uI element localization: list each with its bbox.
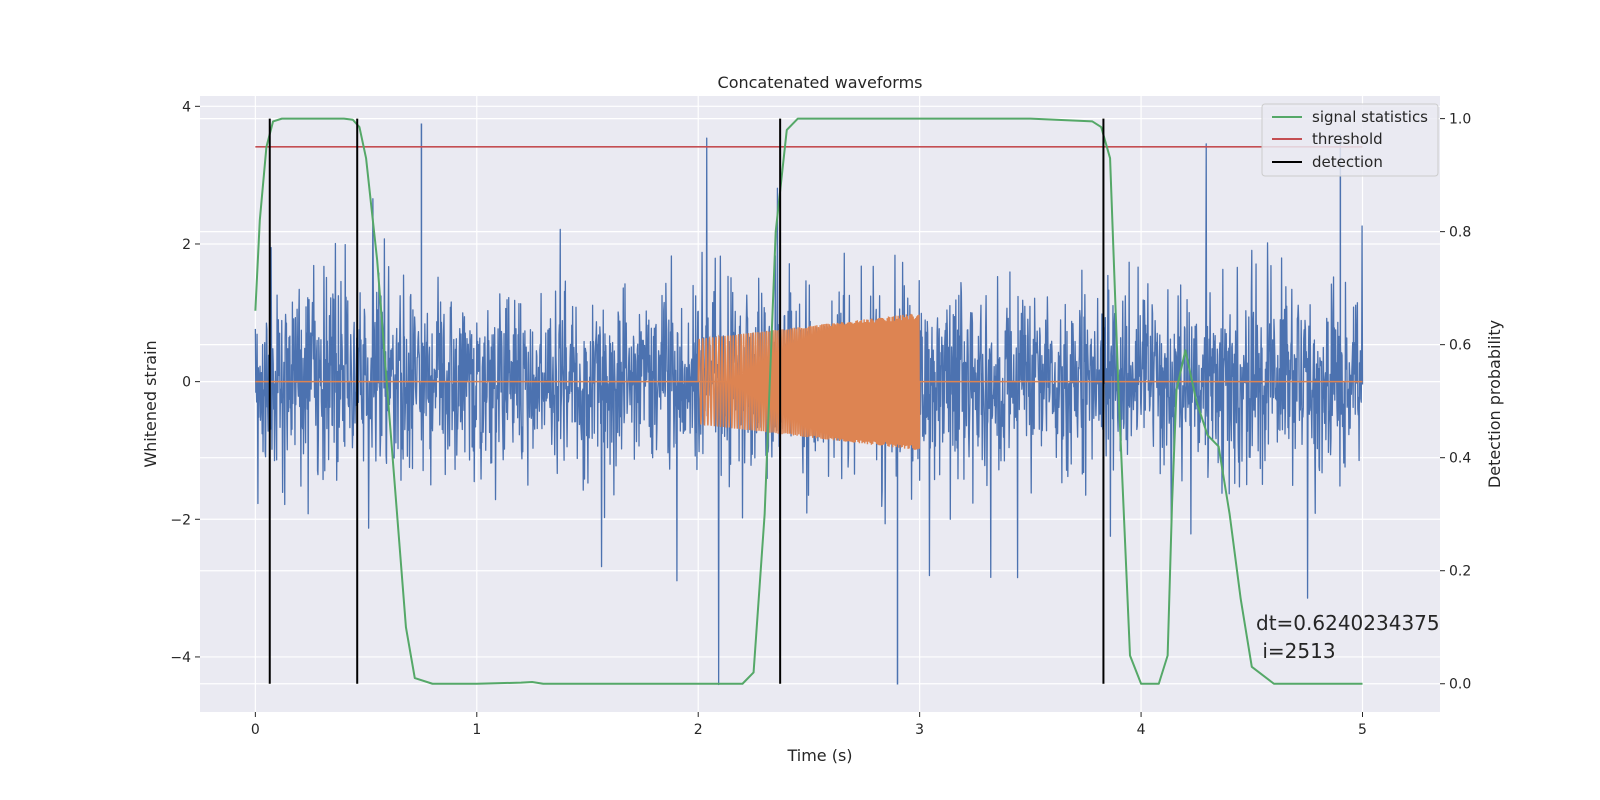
dt-annotation: dt=0.6240234375 i=2513 (1256, 611, 1440, 663)
x-tick-label: 3 (915, 722, 924, 738)
chart-title: Concatenated waveforms (718, 73, 923, 92)
annotation-dt: dt=0.6240234375 (1256, 611, 1440, 635)
right-y-tick-label: 0.2 (1449, 564, 1471, 580)
annotation-i: i=2513 (1256, 639, 1336, 663)
signal-statistics-line (254, 117, 1363, 685)
strain-signal-chirp (697, 313, 921, 450)
left-y-tick-label: 0 (182, 375, 191, 391)
left-y-tick-label: 2 (182, 237, 191, 253)
x-axis-label: Time (s) (786, 746, 852, 765)
right-y-tick-label: 0.4 (1449, 451, 1471, 467)
right-y-tick-label: 0.0 (1449, 677, 1471, 693)
right-y-tick-label: 1.0 (1449, 112, 1471, 128)
grid (200, 96, 1440, 712)
left-y-axis-label: Whitened strain (141, 340, 160, 467)
detection-series (268, 118, 1105, 684)
x-tick-label: 2 (694, 722, 703, 738)
axis-ticks: 0 1 2 3 4 5 −4 −2 0 2 4 0.0 0.2 0.4 0.6 0.8 1.0 (170, 99, 1471, 738)
legend-label-threshold: threshold (1312, 130, 1383, 148)
legend: signal statistics threshold detection (1261, 103, 1439, 177)
legend-label-signal-statistics: signal statistics (1312, 108, 1428, 126)
right-y-tick-label: 0.8 (1449, 225, 1471, 241)
legend-label-detection: detection (1312, 153, 1383, 171)
signal-statistics-series (254, 117, 1363, 685)
left-y-tick-label: 4 (182, 99, 191, 115)
x-tick-label: 0 (251, 722, 260, 738)
left-y-tick-label: −2 (170, 512, 191, 528)
x-tick-label: 1 (472, 722, 481, 738)
x-tick-label: 4 (1137, 722, 1146, 738)
x-tick-label: 5 (1358, 722, 1367, 738)
left-y-tick-label: −4 (170, 650, 191, 666)
legend-box (1261, 103, 1439, 177)
right-y-axis-label: Detection probability (1485, 320, 1504, 488)
right-y-tick-label: 0.6 (1449, 338, 1471, 354)
